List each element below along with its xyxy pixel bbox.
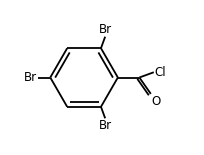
Text: Br: Br (24, 71, 37, 84)
Text: Cl: Cl (154, 66, 165, 79)
Text: Br: Br (98, 23, 111, 36)
Text: O: O (151, 95, 160, 108)
Text: Br: Br (98, 119, 111, 132)
